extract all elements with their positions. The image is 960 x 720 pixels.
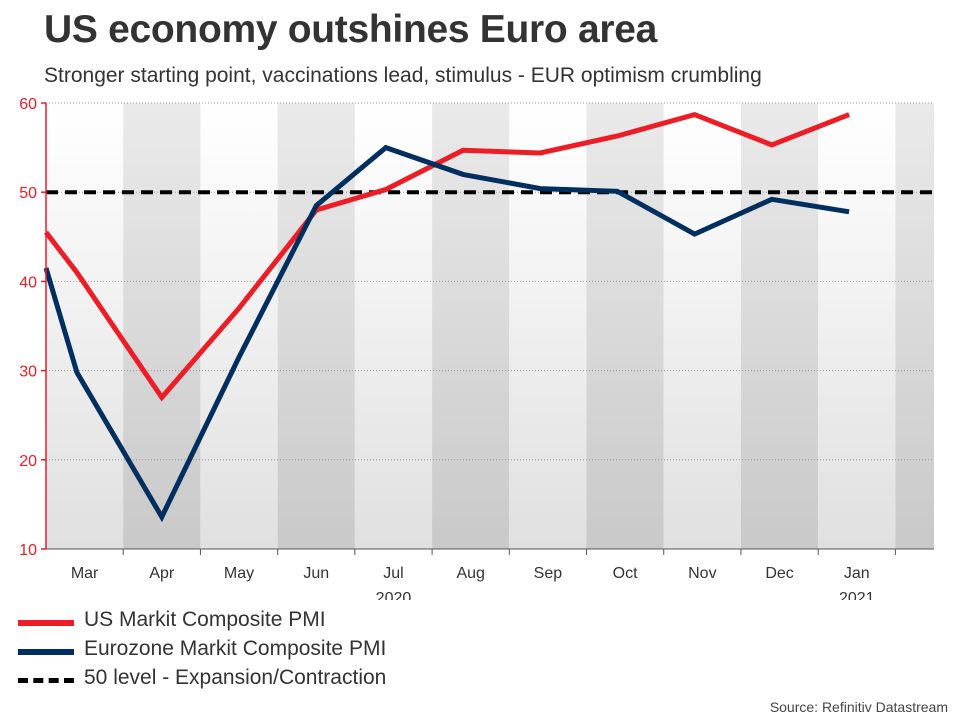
year-label: 2020 xyxy=(376,590,412,600)
x-tick-label: Jun xyxy=(303,565,329,582)
month-band xyxy=(277,103,355,549)
legend-swatch-50-level xyxy=(18,678,74,683)
x-tick-label: Dec xyxy=(765,565,793,582)
x-axis-ticks: Mar Apr May Jun Jul Aug Sep Oct Nov Dec Jan xyxy=(71,549,896,582)
x-tick-label: Nov xyxy=(688,565,716,582)
pmi-line-chart: 10 20 30 40 50 60 Mar Apr May Jun Jul Aug Sep Oct Nov… xyxy=(19,96,934,600)
legend-label-50-level: 50 level - Expansion/Contraction xyxy=(84,666,387,689)
x-tick-label: Apr xyxy=(149,565,175,582)
legend-label-eurozone: Eurozone Markit Composite PMI xyxy=(84,637,387,660)
y-tick-label: 40 xyxy=(19,274,37,291)
month-band xyxy=(740,103,819,549)
y-tick-label: 50 xyxy=(19,185,37,202)
year-labels: 2020 2021 xyxy=(376,590,875,600)
legend-swatch-eurozone xyxy=(18,649,74,655)
month-band xyxy=(663,103,741,549)
year-label: 2021 xyxy=(839,590,875,600)
source-note: Source: Refinitiv Datastream xyxy=(769,699,948,715)
x-tick-label: Aug xyxy=(456,565,484,582)
y-tick-label: 30 xyxy=(19,364,37,381)
y-tick-label: 10 xyxy=(19,542,37,559)
x-tick-label: May xyxy=(224,565,254,582)
us-pmi-line xyxy=(44,111,851,402)
month-band xyxy=(895,103,934,549)
legend-swatch-us xyxy=(18,620,74,626)
legend-label-us: US Markit Composite PMI xyxy=(84,608,326,631)
month-band xyxy=(586,103,664,549)
x-tick-label: Mar xyxy=(71,565,99,582)
x-tick-label: Jan xyxy=(844,565,870,582)
month-band xyxy=(123,103,201,549)
y-axis-ticks: 10 20 30 40 50 60 xyxy=(19,96,46,559)
month-band xyxy=(509,103,587,549)
month-band xyxy=(354,103,433,549)
month-band xyxy=(200,103,278,549)
chart-subtitle: Stronger starting point, vaccinations le… xyxy=(44,64,762,87)
eurozone-pmi-line xyxy=(43,144,850,523)
chart-title: US economy outshines Euro area xyxy=(44,8,658,51)
month-band xyxy=(818,103,896,549)
series-lines xyxy=(43,111,851,523)
x-tick-label: Oct xyxy=(613,565,638,582)
month-bands xyxy=(46,103,934,549)
y-tick-label: 60 xyxy=(19,96,37,113)
y-tick-label: 20 xyxy=(19,453,37,470)
x-tick-label: Sep xyxy=(534,565,563,582)
axes xyxy=(45,103,934,550)
x-tick-label: Jul xyxy=(383,565,403,582)
